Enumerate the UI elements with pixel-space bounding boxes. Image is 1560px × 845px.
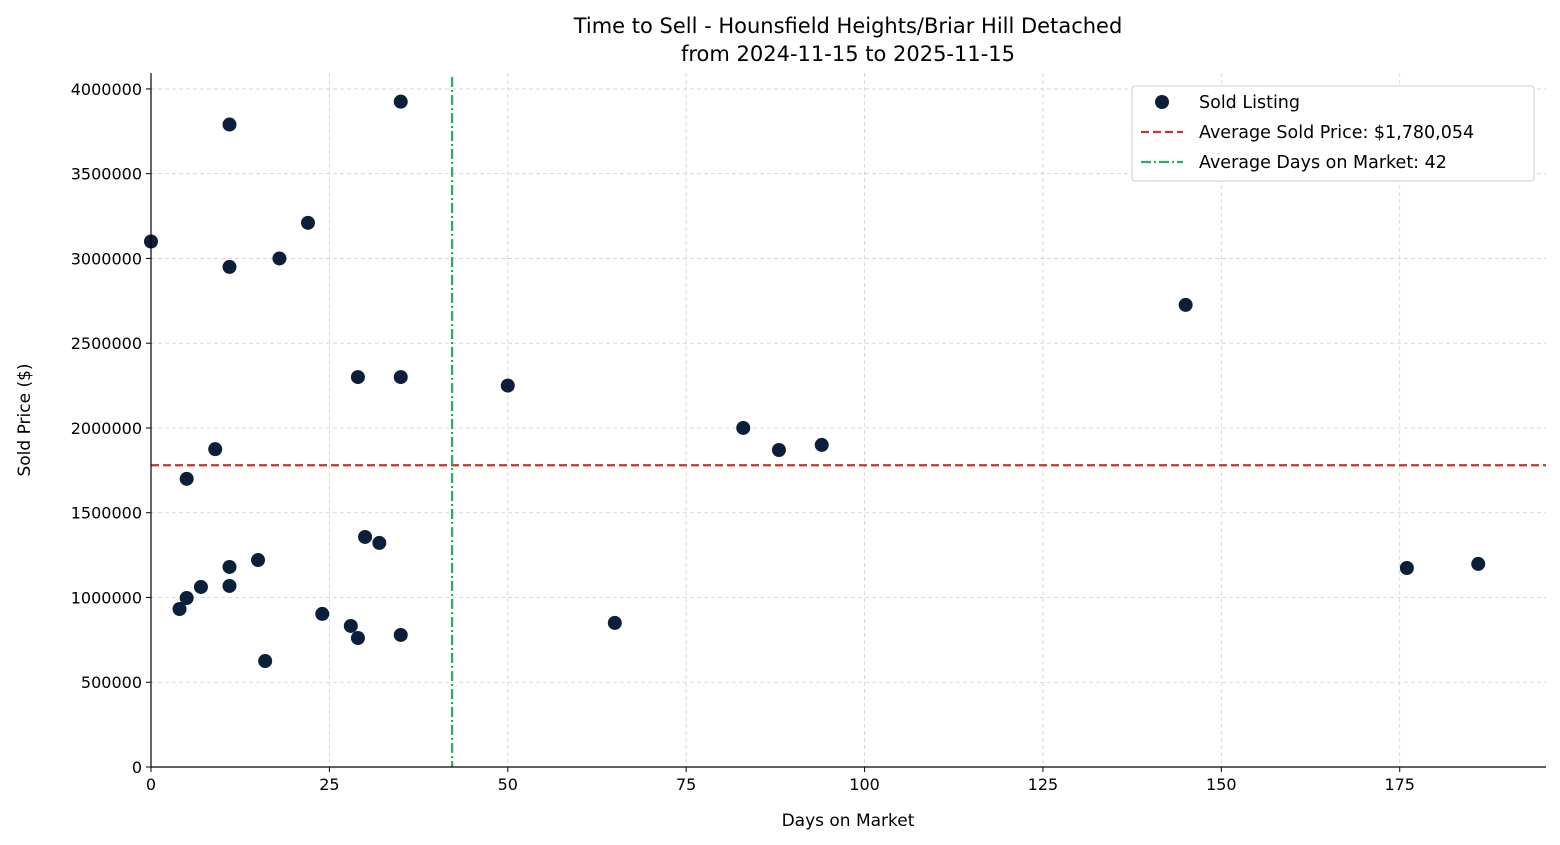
ticks: 0 25 50 75 100 125 150 175 0 500000 1000000 1500000… [71, 80, 1415, 794]
x-tick-label: 25 [319, 775, 339, 794]
y-tick-label: 2500000 [71, 334, 142, 353]
data-point [193, 579, 208, 594]
y-tick-label: 2000000 [71, 419, 142, 438]
data-point [258, 654, 273, 669]
x-axis-label: Days on Market [782, 811, 915, 831]
y-tick-label: 3000000 [71, 249, 142, 268]
data-point [350, 370, 365, 385]
x-tick-label: 150 [1206, 775, 1237, 794]
x-tick-label: 75 [676, 775, 696, 794]
y-tick-label: 3500000 [71, 165, 142, 184]
legend-marker-sold [1155, 95, 1169, 109]
data-point [300, 215, 315, 230]
y-tick-label: 4000000 [71, 80, 142, 99]
legend: Sold Listing Average Sold Price: $1,780,… [1131, 85, 1535, 182]
x-tick-label: 125 [1028, 775, 1059, 794]
data-point [179, 471, 194, 486]
data-point [771, 443, 786, 458]
data-point [500, 378, 515, 393]
data-point [343, 618, 358, 633]
x-tick-label: 0 [146, 775, 156, 794]
y-tick-label: 500000 [81, 673, 142, 692]
data-points [144, 94, 1486, 669]
y-axis-label: Sold Price ($) [15, 363, 35, 476]
data-point [393, 627, 408, 642]
legend-label-sold: Sold Listing [1199, 93, 1300, 113]
data-point [222, 559, 237, 574]
chart-subtitle: from 2024-11-15 to 2025-11-15 [681, 42, 1015, 66]
chart-title: Time to Sell - Hounsfield Heights/Briar … [573, 14, 1123, 38]
legend-box [1131, 85, 1535, 182]
y-tick-label: 1500000 [71, 504, 142, 523]
data-point [736, 420, 751, 435]
legend-label-avg-days: Average Days on Market: 42 [1199, 153, 1447, 173]
data-point [251, 553, 266, 568]
data-point [1471, 556, 1486, 571]
x-tick-label: 50 [498, 775, 518, 794]
data-point [315, 606, 330, 621]
data-point [1178, 297, 1193, 312]
legend-label-avg-price: Average Sold Price: $1,780,054 [1199, 123, 1474, 143]
data-point [372, 535, 387, 550]
data-point [393, 94, 408, 109]
x-tick-label: 175 [1384, 775, 1415, 794]
data-point [1399, 560, 1414, 575]
data-point [607, 615, 622, 630]
y-tick-label: 1000000 [71, 588, 142, 607]
data-point [272, 251, 287, 266]
data-point [222, 117, 237, 132]
data-point [393, 370, 408, 385]
reference-lines [151, 77, 1546, 767]
data-point [222, 578, 237, 593]
x-tick-label: 100 [849, 775, 880, 794]
data-point [172, 602, 187, 617]
data-point [358, 529, 373, 544]
data-point [179, 590, 194, 605]
data-point [814, 437, 829, 452]
data-point [350, 630, 365, 645]
data-point [222, 259, 237, 274]
y-tick-label: 0 [132, 758, 142, 777]
data-point [208, 442, 223, 457]
